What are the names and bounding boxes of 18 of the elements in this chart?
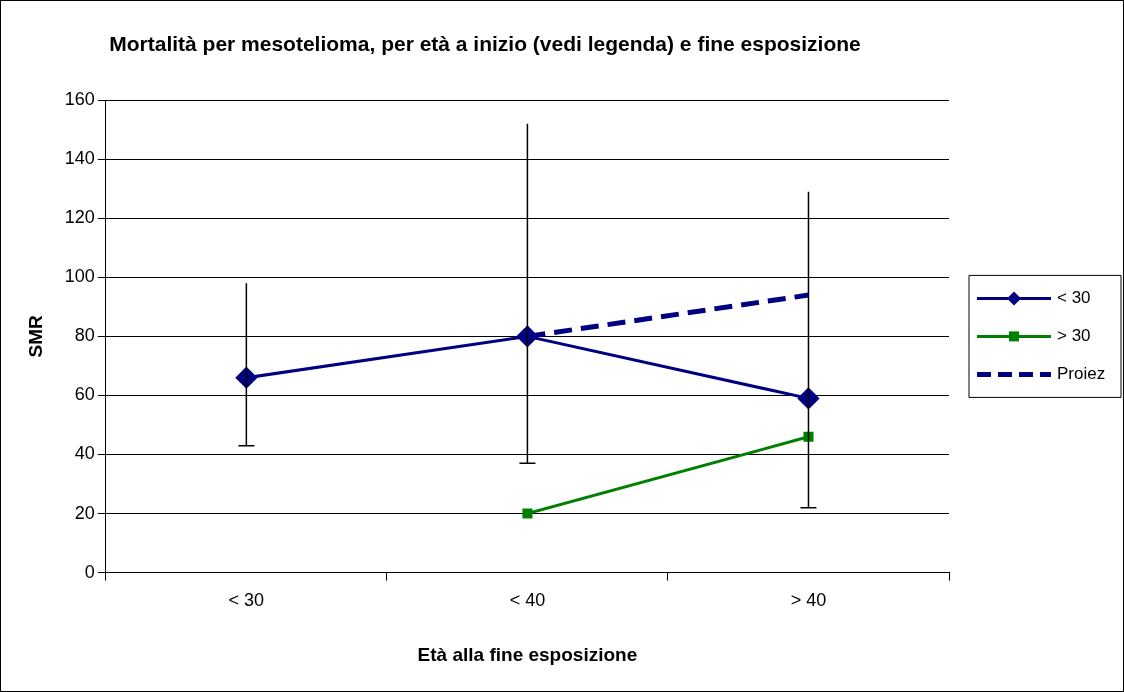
y-axis-title: SMR bbox=[24, 315, 46, 358]
y-tick-label: 140 bbox=[64, 148, 95, 169]
y-tick-label: 120 bbox=[64, 207, 95, 228]
y-tick-label: 160 bbox=[64, 89, 95, 110]
x-tick-label: < 30 bbox=[228, 590, 265, 611]
legend-label: < 30 bbox=[1057, 288, 1091, 308]
x-axis-title: Età alla fine esposizione bbox=[417, 643, 638, 665]
chart-title: Mortalità per mesotelioma, per età a inizio (vedi legenda) e fine esposizione bbox=[109, 32, 861, 56]
legend-label: Proiez bbox=[1057, 364, 1106, 384]
x-tick-label: > 40 bbox=[790, 590, 827, 611]
legend-label: > 30 bbox=[1057, 326, 1091, 346]
y-tick-label: 100 bbox=[64, 266, 95, 287]
y-tick-label: 0 bbox=[84, 561, 95, 582]
y-tick-label: 20 bbox=[74, 502, 95, 523]
y-tick-label: 60 bbox=[74, 384, 95, 405]
y-tick-label: 80 bbox=[74, 325, 95, 346]
y-tick-label: 40 bbox=[74, 443, 95, 464]
x-tick-label: < 40 bbox=[509, 590, 546, 611]
